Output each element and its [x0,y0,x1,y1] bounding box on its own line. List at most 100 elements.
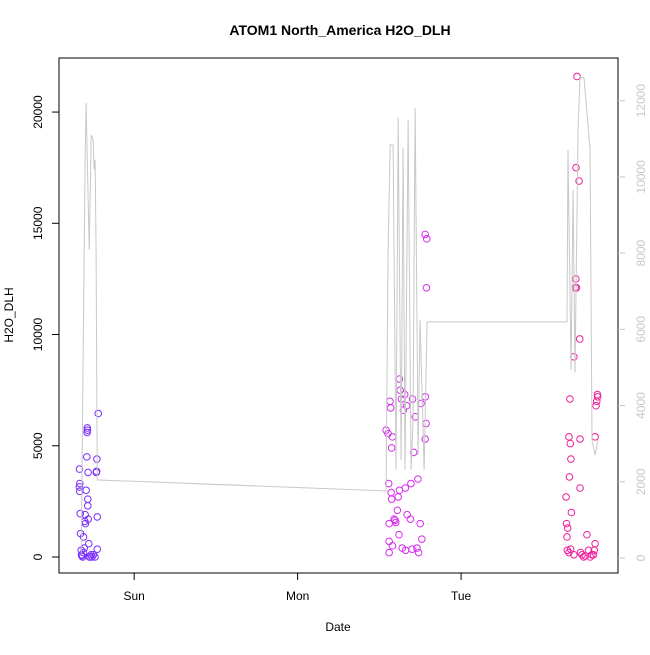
point [421,230,429,239]
point [79,533,88,541]
point [387,495,396,503]
point [386,404,395,412]
point [394,493,402,501]
point [93,545,102,553]
point [563,524,572,532]
point [578,550,586,559]
point [407,479,415,488]
point [386,397,394,406]
point [75,465,84,473]
point [418,535,426,543]
y2-tick-label: 8000 [634,239,648,266]
point [566,395,574,403]
point [388,542,397,550]
point [83,495,92,503]
point [416,519,425,528]
y-tick-label: 0 [31,553,45,560]
point [92,467,101,476]
point [385,537,393,546]
point [75,479,84,488]
point [402,401,411,410]
point [89,550,98,559]
point [398,544,407,552]
x-tick-label: Tue [451,589,472,603]
y2-tick-label: 2000 [634,468,648,495]
chart-title: ATOM1 North_America H2O_DLH [229,22,450,38]
point [562,519,571,528]
y2-tick-label: 6000 [634,316,648,343]
point [576,435,584,443]
point [592,397,601,406]
point [406,515,415,523]
point [562,493,570,501]
point [566,439,575,448]
y2-tick-label: 12000 [634,84,648,118]
point [422,419,430,428]
point [408,395,417,403]
point [590,546,599,555]
point [391,518,400,527]
point [83,502,92,510]
y-tick-label: 15000 [31,206,45,240]
y2-tick-label: 4000 [634,392,648,419]
point [575,335,584,343]
point [591,433,599,441]
point [575,177,583,185]
point [83,426,92,434]
point [408,545,416,553]
point [94,409,103,418]
point [572,163,580,172]
point [393,506,402,515]
point [409,448,418,457]
point [385,548,393,557]
point [395,530,403,539]
point [589,550,598,559]
y-tick-label: 5000 [31,432,45,459]
plot-frame [58,57,619,574]
y2-tick-label: 0 [634,554,648,561]
point [91,553,99,561]
point [388,433,397,441]
point [583,530,591,539]
point [563,533,571,541]
point [565,433,573,441]
y2-tick-label: 10000 [634,160,648,194]
point [592,401,600,410]
point [387,444,396,452]
point [593,393,602,401]
point [413,544,421,552]
point [82,486,90,495]
point [563,546,572,555]
point [387,488,395,497]
y-tick-label: 20000 [31,95,45,129]
point [79,548,88,557]
point [84,515,93,523]
point [401,484,410,492]
point [93,513,102,521]
point [566,545,575,553]
point [565,473,574,481]
point [591,539,599,548]
point [84,468,92,477]
point [75,483,84,491]
y-tick-label: 10000 [31,318,45,352]
point [414,475,422,483]
point [414,548,423,557]
x-tick-label: Mon [286,589,309,603]
point [422,235,431,243]
x-axis-label: Date [325,620,351,634]
point [422,284,431,292]
point [403,510,411,519]
point [384,479,393,488]
y-axis-label: H2O_DLH [2,287,16,342]
point [567,455,575,463]
point [576,484,584,492]
line [80,77,599,555]
point [567,508,576,517]
point [83,424,92,432]
point [570,550,578,559]
x-tick-label: Sun [124,589,145,603]
point [84,539,93,548]
point [573,72,581,81]
